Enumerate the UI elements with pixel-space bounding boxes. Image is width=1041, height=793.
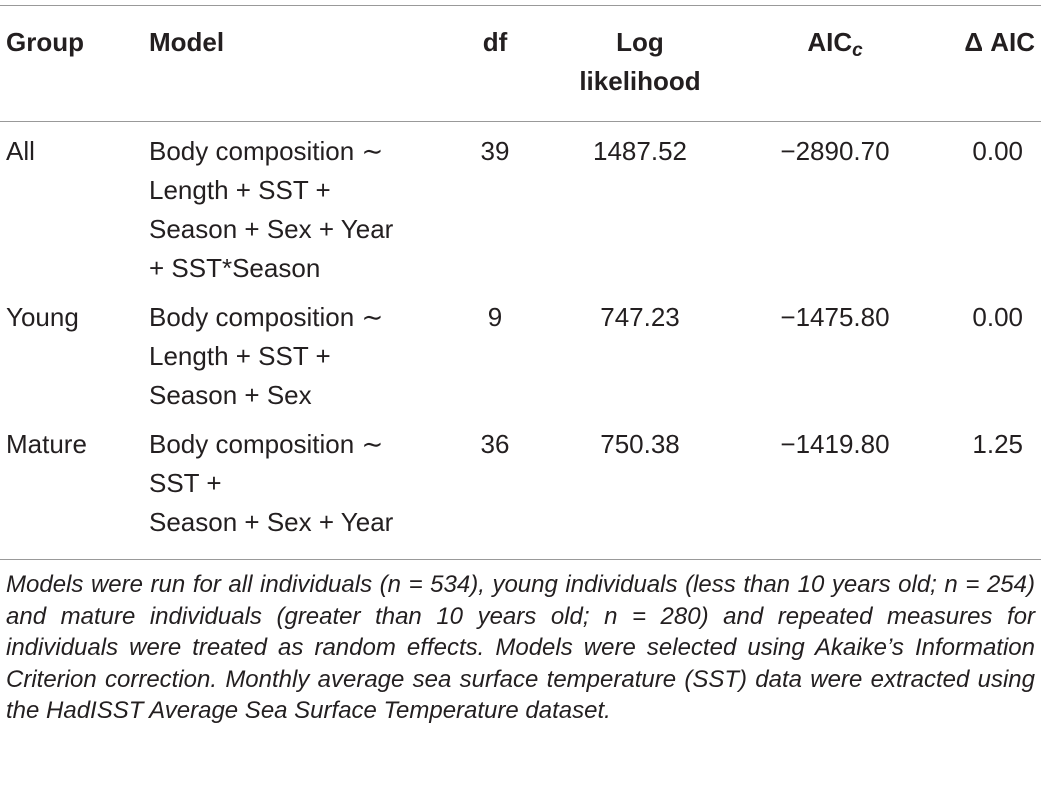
model-line: SST +: [149, 468, 222, 498]
results-table: Group Model df Log likelihood AICc Δ AIC …: [0, 5, 1041, 560]
aic-cell: −2890.70: [780, 136, 890, 166]
model-line: + SST*Season: [149, 253, 321, 283]
header-cell: AICc: [740, 5, 930, 122]
model-line: Body composition ∼: [149, 429, 384, 459]
group-cell: Mature: [0, 415, 140, 560]
aic-cell: −1475.80: [780, 302, 890, 332]
header-cell: df: [450, 5, 540, 122]
header-subscript: c: [852, 40, 863, 61]
table-row: All Body composition ∼ Length + SST + Seaso…: [0, 122, 1041, 289]
table-row: Mature Body composition ∼ SST + Season + Se…: [0, 415, 1041, 560]
model-line: Season + Sex: [149, 380, 312, 410]
model-cell: Body composition ∼ SST + Season + Sex + Ye…: [140, 415, 450, 560]
model-line: Length + SST +: [149, 341, 331, 371]
table-header: Group Model df Log likelihood AICc Δ AIC: [0, 5, 1041, 122]
header-text: AIC: [807, 27, 853, 57]
df-cell: 36: [450, 415, 540, 560]
model-line: Length + SST +: [149, 175, 331, 205]
df-cell: 9: [487, 302, 503, 332]
header-cell: Group: [0, 5, 140, 122]
model-line: Season + Sex + Year: [149, 214, 394, 244]
df-cell: 39: [480, 136, 510, 166]
model-line: Body composition ∼: [149, 302, 384, 332]
group-cell: Young: [6, 302, 79, 332]
header-cell: Model: [140, 5, 450, 122]
log-likelihood-cell: 750.38: [540, 415, 740, 560]
model-cell: Body composition ∼ Length + SST + Season +…: [140, 288, 450, 415]
model-cell: Body composition ∼ Length + SST + Season +…: [140, 122, 450, 289]
table-note: Models were run for all individuals (n =…: [6, 571, 1035, 724]
header-cell: Δ AIC: [930, 5, 1041, 122]
group-cell: All: [6, 136, 35, 166]
log-likelihood-cell: 747.23: [600, 302, 680, 332]
delta-aic-cell: 0.00: [972, 302, 1023, 332]
table-row: Young Body composition ∼ Length + SST + Sea…: [0, 288, 1041, 415]
aic-cell: −1419.80: [740, 415, 930, 560]
model-line: Body composition ∼: [149, 136, 384, 166]
header-line: likelihood: [579, 66, 701, 96]
log-likelihood-cell: 1487.52: [593, 136, 687, 166]
table-body: All Body composition ∼ Length + SST + Seaso…: [0, 122, 1041, 560]
model-line: Season + Sex + Year: [149, 507, 394, 537]
header-cell: Log likelihood: [540, 5, 740, 122]
header-line: Log: [616, 27, 664, 57]
delta-aic-cell: 0.00: [972, 136, 1023, 166]
delta-aic-cell: 1.25: [930, 415, 1041, 560]
